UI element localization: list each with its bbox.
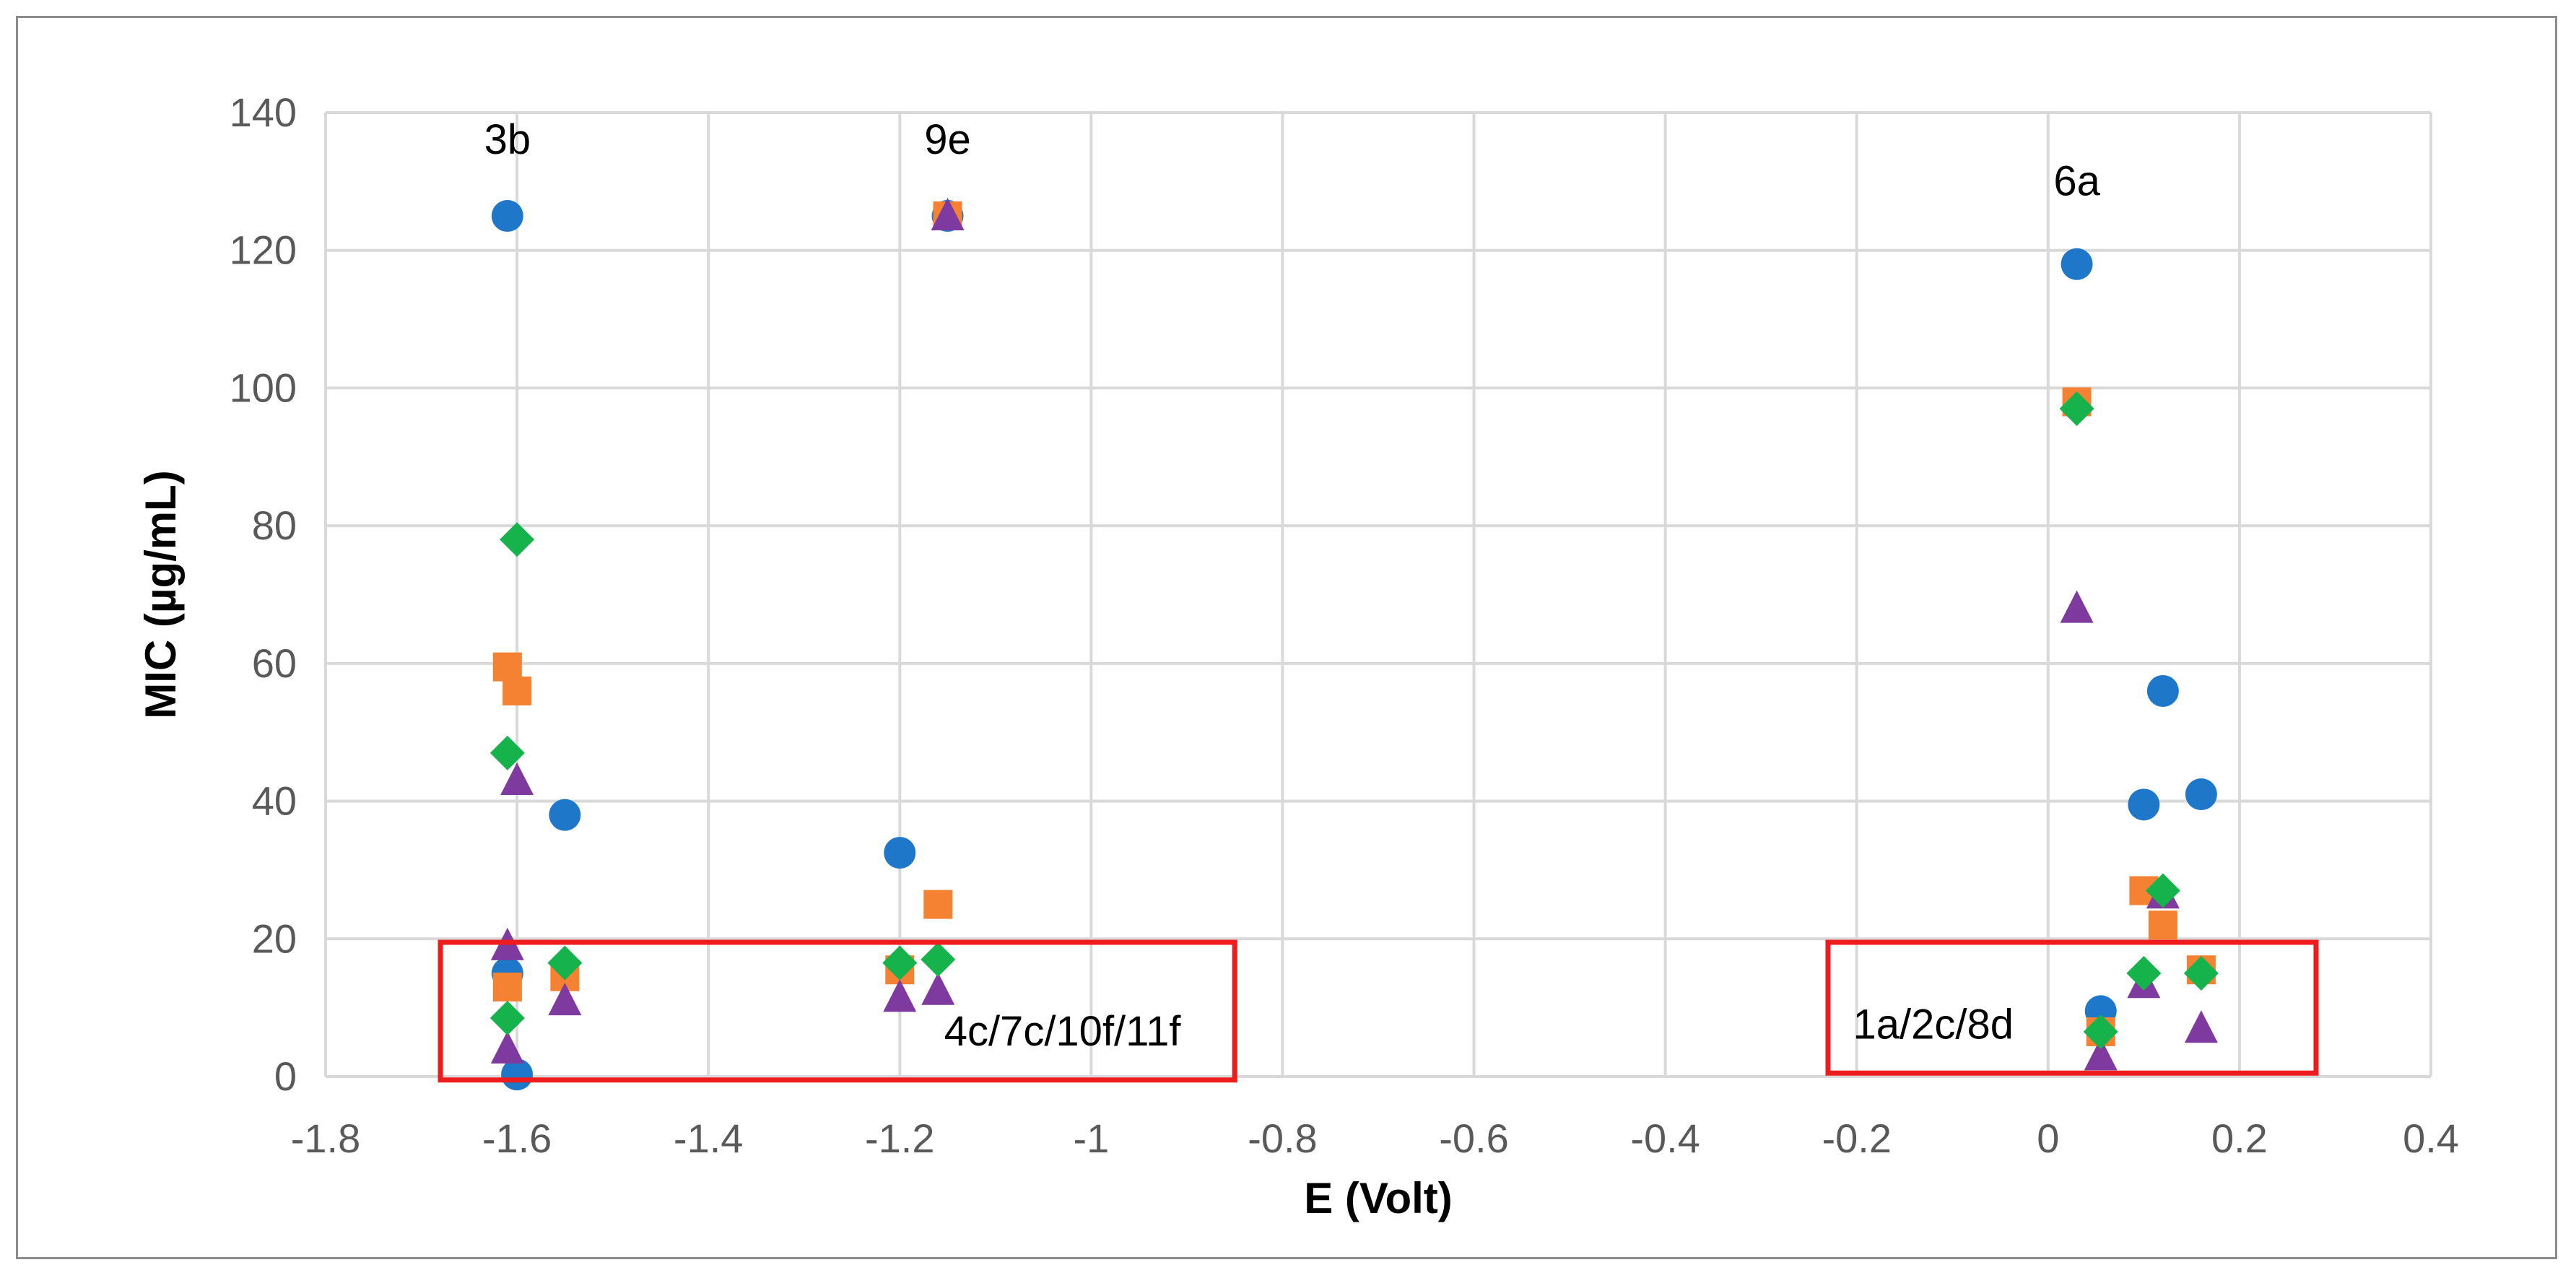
y-axis-title: MIC (µg/mL) xyxy=(136,470,185,719)
point-square xyxy=(502,677,532,705)
y-tick-label: 20 xyxy=(252,916,297,961)
x-tick-label: -1.2 xyxy=(865,1116,935,1161)
annotation-label: 1a/2c/8d xyxy=(1853,1001,2014,1048)
point-diamond xyxy=(2126,955,2162,991)
point-circle xyxy=(2128,788,2160,821)
x-tick-label: -0.2 xyxy=(1822,1116,1892,1161)
tick-labels: -1.8 -1.6 -1.4 -1.2 -1 -0.8 -0.6 -0.4 -0.2 0 0.2 0.… xyxy=(230,90,2459,1161)
y-tick-label: 60 xyxy=(252,640,297,686)
annotation-label: 6a xyxy=(2053,157,2100,204)
x-tick-label: -1.4 xyxy=(674,1116,744,1161)
point-circle xyxy=(2146,675,2179,707)
x-tick-label: -0.4 xyxy=(1630,1116,1700,1161)
highlight-box xyxy=(1825,939,2319,1076)
point-triangle xyxy=(2084,1038,2118,1071)
point-square xyxy=(492,652,522,682)
x-tick-label: -0.6 xyxy=(1439,1116,1509,1161)
point-diamond xyxy=(547,945,583,981)
point-triangle xyxy=(931,198,965,231)
point-triangle xyxy=(500,762,534,795)
x-tick-label: -1 xyxy=(1073,1116,1109,1161)
point-diamond xyxy=(489,735,525,770)
annotation-label: 3b xyxy=(484,116,531,163)
chart-frame: -1.8 -1.6 -1.4 -1.2 -1 -0.8 -0.6 -0.4 -0.2 0 0.2 0.… xyxy=(16,16,2557,1259)
x-tick-label: -1.6 xyxy=(482,1116,552,1161)
point-diamond xyxy=(500,522,535,557)
x-tick-label: -0.8 xyxy=(1248,1116,1318,1161)
point-circle xyxy=(884,837,916,869)
x-axis-title: E (Volt) xyxy=(1304,1174,1453,1222)
scatter-chart: -1.8 -1.6 -1.4 -1.2 -1 -0.8 -0.6 -0.4 -0.2 0 0.2 0.… xyxy=(136,90,2459,1222)
point-circle xyxy=(491,200,523,232)
point-triangle xyxy=(883,979,917,1012)
data-points xyxy=(489,198,2219,1091)
x-tick-label: 0 xyxy=(2037,1116,2059,1161)
point-circle xyxy=(549,799,581,831)
point-triangle xyxy=(2184,1010,2218,1043)
point-square xyxy=(492,973,522,1002)
y-tick-label: 140 xyxy=(230,90,297,135)
point-triangle xyxy=(921,972,955,1005)
y-tick-label: 100 xyxy=(230,365,297,410)
point-diamond xyxy=(489,1000,525,1035)
y-tick-label: 40 xyxy=(252,778,297,824)
point-triangle xyxy=(490,1030,524,1064)
grid-lines xyxy=(324,111,2432,1078)
point-diamond xyxy=(921,942,956,977)
highlight-box xyxy=(438,939,1237,1083)
point-square xyxy=(923,890,953,919)
point-diamond xyxy=(882,945,918,981)
highlight-boxes xyxy=(438,939,2319,1083)
x-tick-label: -1.8 xyxy=(291,1116,361,1161)
point-diamond xyxy=(2083,1014,2118,1050)
point-triangle xyxy=(2060,590,2094,623)
point-circle xyxy=(2061,248,2093,280)
x-tick-label: 0.4 xyxy=(2403,1116,2459,1161)
y-tick-label: 80 xyxy=(252,503,297,548)
point-diamond xyxy=(2059,391,2094,427)
annotations: 3b 9e 6a 4c/7c/10f/11f 1a/2c/8d xyxy=(484,116,2101,1055)
point-diamond xyxy=(2145,873,2180,908)
point-circle xyxy=(2185,778,2217,811)
annotation-label: 9e xyxy=(924,116,971,163)
point-square xyxy=(2148,910,2177,940)
point-triangle xyxy=(548,983,582,1016)
y-tick-label: 120 xyxy=(230,227,297,273)
annotation-label: 4c/7c/10f/11f xyxy=(944,1008,1182,1055)
point-diamond xyxy=(2183,955,2219,991)
y-tick-label: 0 xyxy=(274,1053,297,1099)
x-tick-label: 0.2 xyxy=(2211,1116,2268,1161)
